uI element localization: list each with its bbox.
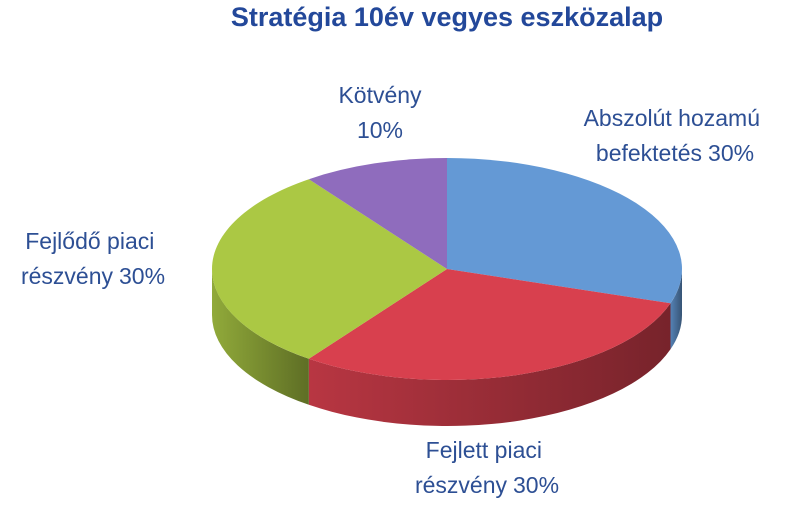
pie-slice: [447, 158, 683, 304]
slice-side: [308, 303, 671, 426]
slice-label: Fejlett piaci részvény: [415, 437, 548, 498]
slice-label: Abszolút hozamú befektetés: [584, 105, 767, 166]
value-label: 10%: [357, 117, 403, 143]
pie-slice: [308, 158, 447, 269]
slice-label: Kötvény: [338, 82, 422, 108]
slice-side: [670, 269, 682, 350]
value-label: 30%: [513, 472, 559, 498]
chart-title: Stratégia 10év vegyes eszközalap: [231, 2, 663, 32]
pie-slice: [308, 269, 671, 380]
slice-label: Fejlődő piaci részvény: [21, 228, 161, 289]
value-label: 30%: [708, 140, 754, 166]
pie-slice: [211, 179, 447, 359]
slice-side: [212, 269, 309, 405]
value-label: 30%: [119, 263, 165, 289]
